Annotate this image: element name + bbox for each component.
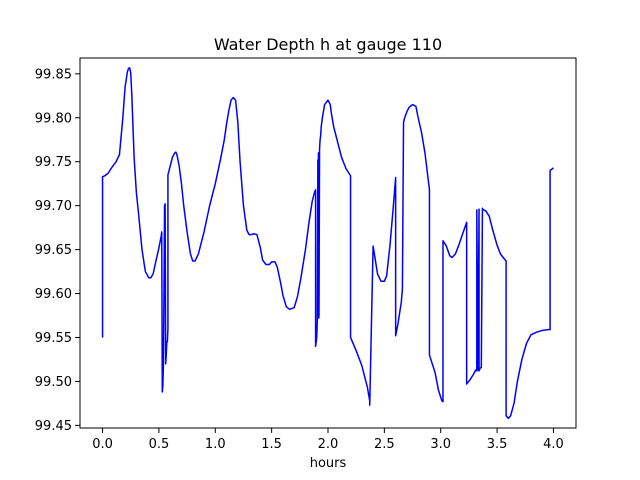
x-tick-label: 3.5 <box>487 437 508 452</box>
chart-title: Water Depth h at gauge 110 <box>214 35 442 54</box>
y-tick-label: 99.80 <box>35 111 72 126</box>
x-tick-label: 1.0 <box>205 437 226 452</box>
x-tick-label: 3.0 <box>430 437 451 452</box>
y-axis: 99.45 99.50 99.55 99.60 99.65 99.70 99.75 99.80… <box>35 67 80 434</box>
x-tick-label: 2.5 <box>374 437 395 452</box>
x-axis-label: hours <box>310 456 347 471</box>
y-tick-label: 99.65 <box>35 243 72 258</box>
x-tick-label: 1.5 <box>261 437 282 452</box>
y-tick-label: 99.70 <box>35 199 72 214</box>
y-tick-label: 99.50 <box>35 375 72 390</box>
y-tick-label: 99.60 <box>35 287 72 302</box>
x-tick-label: 4.0 <box>543 437 564 452</box>
y-tick-label: 99.55 <box>35 331 72 346</box>
y-tick-label: 99.85 <box>35 67 72 82</box>
x-tick-label: 0.5 <box>149 437 170 452</box>
y-tick-label: 99.45 <box>35 419 72 434</box>
plot-area <box>101 66 554 420</box>
x-tick-label: 0.0 <box>92 437 113 452</box>
x-axis: 0.0 0.5 1.0 1.5 2.0 2.5 3.0 3.5 4.0 <box>92 428 564 452</box>
x-tick-label: 2.0 <box>318 437 339 452</box>
series-line-0 <box>101 66 554 420</box>
y-tick-label: 99.75 <box>35 155 72 170</box>
